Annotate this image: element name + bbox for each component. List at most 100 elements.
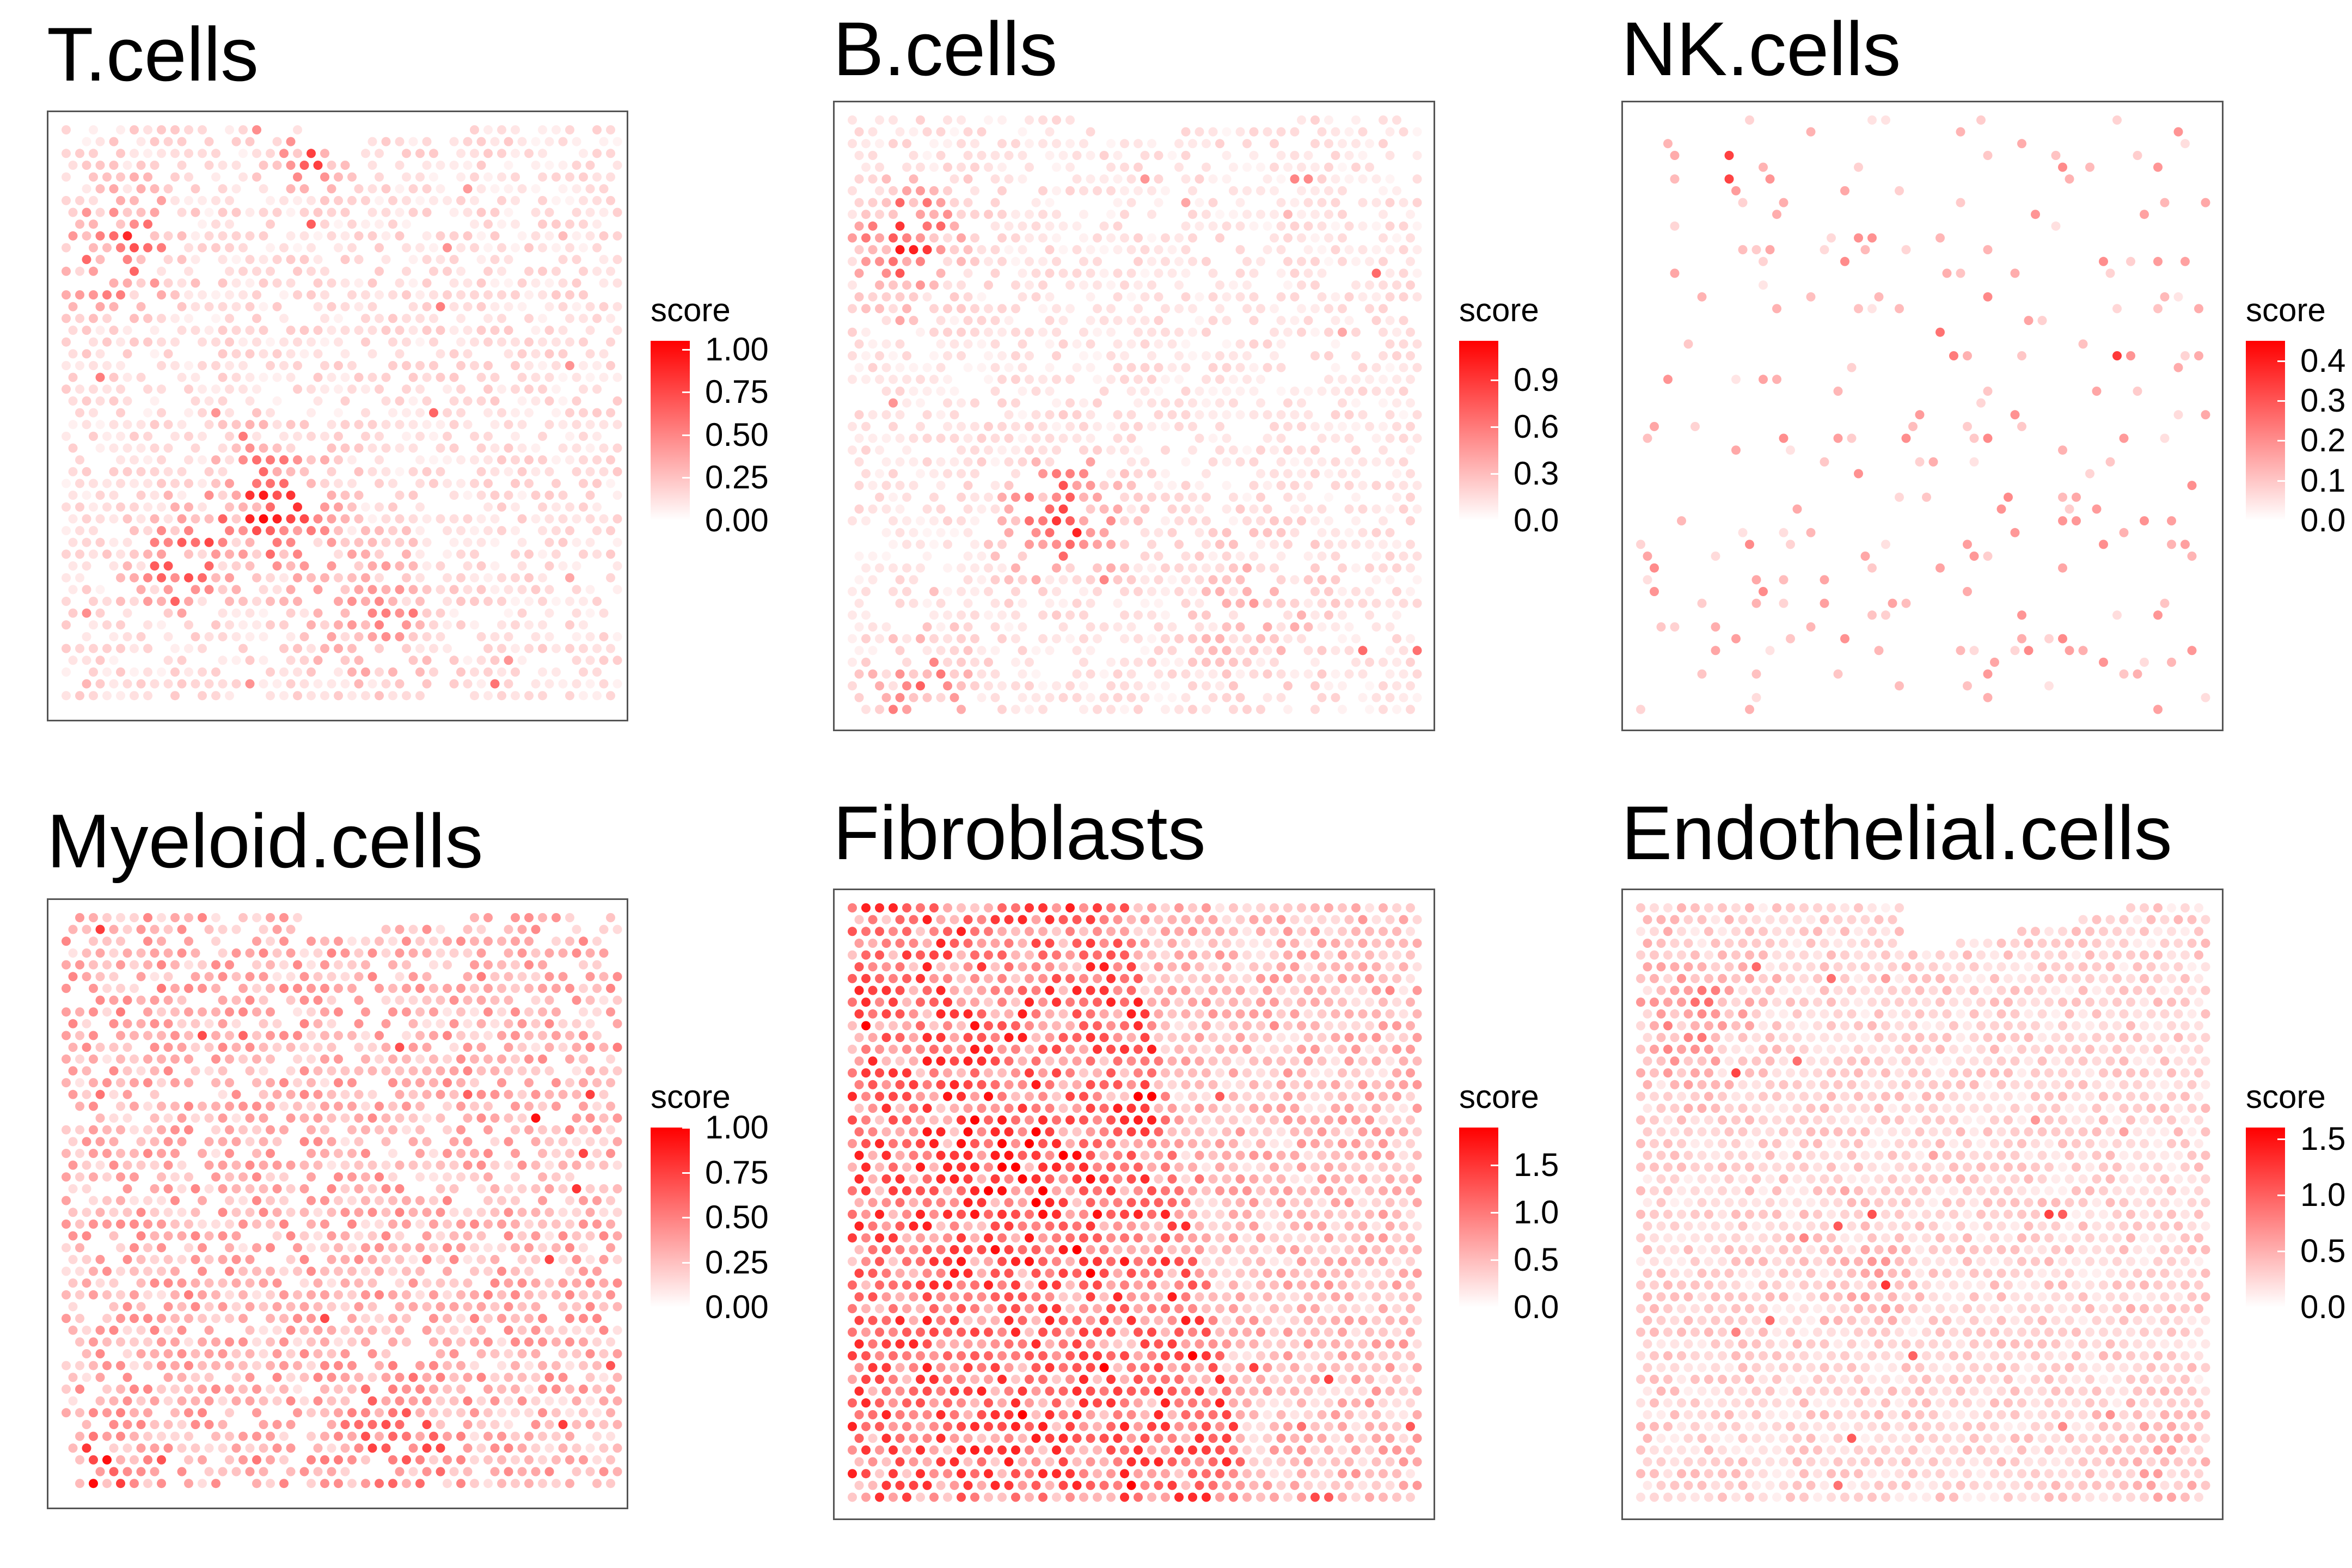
spot (511, 455, 520, 465)
spot (544, 372, 554, 382)
spot (259, 278, 268, 288)
spot (266, 219, 275, 229)
spot (62, 1149, 71, 1158)
spot (272, 491, 282, 500)
spot (1344, 127, 1354, 137)
spot (1181, 598, 1191, 608)
spot (177, 1113, 187, 1123)
spot (1331, 127, 1340, 137)
spot (1208, 387, 1218, 396)
spot (868, 245, 878, 255)
spot (1038, 304, 1048, 314)
spot (970, 540, 979, 549)
spot (1303, 457, 1313, 467)
spot (395, 207, 405, 217)
spot (1106, 280, 1116, 290)
spot (367, 1278, 377, 1288)
spot (1290, 669, 1300, 679)
spot (1365, 162, 1374, 172)
spot (1751, 575, 1761, 585)
spot (211, 983, 220, 993)
spot (388, 1054, 397, 1064)
spot (334, 243, 343, 253)
spot (929, 587, 939, 596)
spot (238, 266, 248, 276)
spot (1120, 375, 1129, 384)
spot (1161, 563, 1170, 573)
spot (463, 1254, 473, 1264)
spot (1215, 445, 1224, 455)
spot (538, 960, 547, 970)
spot (1079, 186, 1088, 195)
spot (1099, 528, 1109, 537)
spot (957, 587, 966, 596)
spot (902, 681, 911, 691)
spot (177, 1160, 187, 1170)
spot (1167, 268, 1177, 278)
spot (170, 644, 180, 653)
spot (970, 469, 979, 479)
spot (415, 455, 425, 465)
spot (231, 1208, 241, 1217)
spot (1113, 622, 1123, 632)
spot (1297, 280, 1306, 290)
spot (1235, 646, 1245, 656)
spot (82, 656, 91, 665)
spot (875, 563, 884, 573)
spot (157, 1125, 166, 1135)
spot (963, 669, 973, 679)
spot (272, 585, 282, 595)
spot (1113, 669, 1123, 679)
spot (861, 351, 871, 360)
spot (252, 1431, 261, 1441)
spot (470, 1054, 479, 1064)
spot (245, 302, 255, 311)
spot (1099, 268, 1109, 278)
spot (177, 679, 187, 689)
spot (1222, 457, 1232, 467)
spot (585, 372, 595, 382)
spot (1276, 127, 1286, 137)
spot (238, 149, 248, 158)
spot (1263, 410, 1272, 420)
spot (517, 1043, 527, 1052)
spot (1120, 162, 1129, 172)
spot (1303, 151, 1313, 160)
spot (340, 948, 350, 958)
spot (1235, 363, 1245, 372)
spot (456, 667, 465, 677)
spot (191, 372, 200, 382)
spot (116, 1361, 125, 1370)
spot (463, 1373, 473, 1382)
spot (143, 502, 152, 512)
spot (1365, 610, 1374, 620)
spot (286, 608, 296, 618)
spot (1134, 587, 1143, 596)
spot (143, 125, 152, 134)
spot (238, 1172, 248, 1182)
spot (307, 195, 316, 205)
spot (1065, 610, 1075, 620)
spot (997, 634, 1007, 644)
spot (606, 691, 615, 701)
spot (470, 455, 479, 465)
spot (1249, 481, 1259, 491)
spot (572, 1325, 581, 1335)
spot (476, 207, 486, 217)
spot (361, 1101, 370, 1111)
spot (1324, 610, 1333, 620)
spatial-plot-area (1621, 101, 2224, 731)
spot (1113, 481, 1123, 491)
spot (293, 455, 302, 465)
spot (184, 1290, 193, 1300)
spot (1086, 316, 1095, 326)
spot (558, 1396, 568, 1406)
spot (572, 1420, 581, 1429)
spot (1317, 457, 1327, 467)
spot (463, 948, 473, 958)
spot (463, 924, 473, 934)
spot (1154, 552, 1163, 561)
spot (579, 644, 588, 653)
spot (1161, 375, 1170, 384)
spot (272, 1019, 282, 1028)
